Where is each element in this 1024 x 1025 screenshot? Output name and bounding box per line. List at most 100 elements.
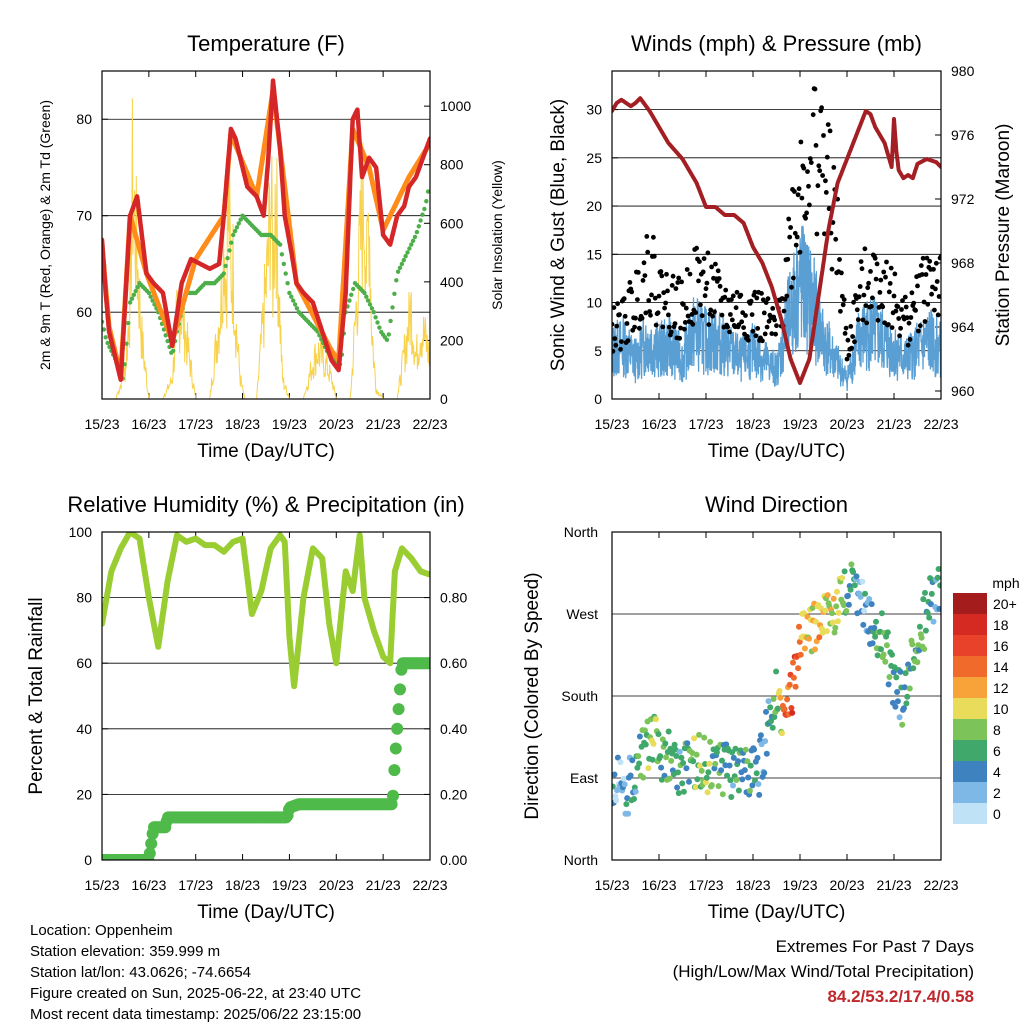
dewpoint-point	[377, 325, 382, 330]
dewpoint-point	[238, 217, 243, 222]
gust-point	[698, 302, 703, 308]
x-axis-label: Time (Day/UTC)	[197, 441, 335, 462]
gust-point	[904, 315, 910, 321]
gust-point	[859, 266, 865, 272]
direction-point	[715, 783, 722, 790]
gust-point	[633, 315, 638, 321]
dewpoint-point	[414, 229, 420, 235]
x-tick-label: 22/23	[923, 877, 958, 893]
direction-point	[906, 685, 913, 692]
direction-point	[642, 741, 649, 748]
direction-point	[655, 731, 662, 738]
gust-point	[621, 296, 627, 302]
direction-point	[779, 730, 785, 737]
direction-point	[711, 765, 718, 772]
y2-tick-label: 400	[440, 274, 464, 290]
gust-point	[702, 293, 708, 299]
plot-border	[611, 531, 942, 861]
direction-point	[796, 623, 802, 630]
dewpoint-point	[410, 238, 416, 243]
gust-point	[933, 260, 939, 266]
series-2m-temperature	[102, 78, 430, 382]
direction-point	[726, 762, 733, 769]
direction-point	[910, 665, 917, 672]
direction-point	[632, 788, 639, 795]
gust-point	[770, 306, 776, 311]
gust-point	[916, 328, 921, 334]
gust-point	[627, 280, 633, 285]
dewpoint-point	[291, 298, 296, 303]
gust-point	[624, 321, 630, 326]
series-relative-humidity	[102, 532, 430, 690]
gust-point	[705, 250, 711, 256]
gust-point	[699, 313, 705, 319]
direction-point	[902, 670, 909, 677]
gust-point	[846, 352, 852, 358]
dewpoint-point	[394, 278, 399, 283]
gust-point	[618, 346, 623, 352]
direction-point	[916, 623, 923, 630]
gust-point	[862, 246, 868, 252]
direction-point	[894, 698, 901, 705]
direction-point	[845, 592, 851, 599]
gust-point	[664, 271, 669, 277]
direction-point	[869, 640, 876, 647]
gust-point	[622, 313, 628, 319]
gust-point	[666, 324, 672, 330]
y-tick-label: 80	[76, 111, 92, 127]
gust-point	[915, 283, 920, 289]
direction-point	[816, 634, 823, 641]
y-tick-label: 80	[76, 590, 92, 606]
dewpoint-point	[425, 189, 430, 194]
gust-point	[798, 139, 804, 145]
gust-point	[736, 322, 742, 328]
gust-point	[794, 234, 800, 240]
gust-point	[921, 299, 927, 305]
dewpoint-point	[375, 320, 380, 325]
gust-point	[670, 273, 676, 279]
extremes-values: 84.2/53.2/17.4/0.58	[827, 987, 974, 1006]
x-tick-label: 20/23	[319, 416, 354, 432]
dewpoint-point	[347, 298, 352, 303]
direction-point	[773, 668, 780, 675]
direction-point	[629, 757, 636, 764]
gust-point	[851, 299, 856, 305]
dewpoint-point	[171, 348, 176, 353]
direction-point	[653, 716, 659, 723]
direction-point	[904, 693, 911, 700]
x-tick-label: 19/23	[782, 877, 817, 893]
gust-point	[886, 322, 891, 327]
gust-point	[854, 307, 860, 313]
gust-point	[784, 293, 790, 299]
gust-point	[759, 291, 764, 296]
direction-point	[693, 751, 700, 758]
gust-point	[788, 225, 793, 230]
gust-point	[639, 315, 645, 321]
gust-point	[675, 280, 681, 285]
direction-point	[671, 741, 678, 748]
colorbar-swatch	[953, 740, 987, 761]
series-dewpoint	[102, 189, 430, 381]
gust-point	[911, 300, 917, 306]
dewpoint-point	[285, 281, 290, 286]
direction-point	[873, 618, 879, 625]
station-info: Location: Oppenheim Station elevation: 3…	[30, 920, 361, 1025]
direction-point	[612, 783, 616, 790]
gust-point	[696, 278, 701, 284]
y2-tick-label: 0	[440, 391, 448, 407]
gust-point	[906, 320, 912, 326]
gust-point	[649, 292, 654, 298]
y2-tick-label: 800	[440, 157, 464, 173]
y-tick-label: 15	[586, 246, 602, 262]
location-text: Location: Oppenheim	[30, 922, 173, 939]
dewpoint-point	[351, 286, 356, 292]
extremes-title: Extremes For Past 7 Days	[775, 937, 974, 956]
dewpoint-point	[163, 333, 168, 338]
direction-point	[926, 614, 933, 621]
direction-point	[678, 754, 685, 761]
direction-point	[765, 698, 772, 705]
gust-point	[683, 305, 689, 311]
dewpoint-point	[367, 302, 373, 307]
y2-tick-label: 600	[440, 215, 464, 231]
gust-point	[819, 105, 824, 111]
